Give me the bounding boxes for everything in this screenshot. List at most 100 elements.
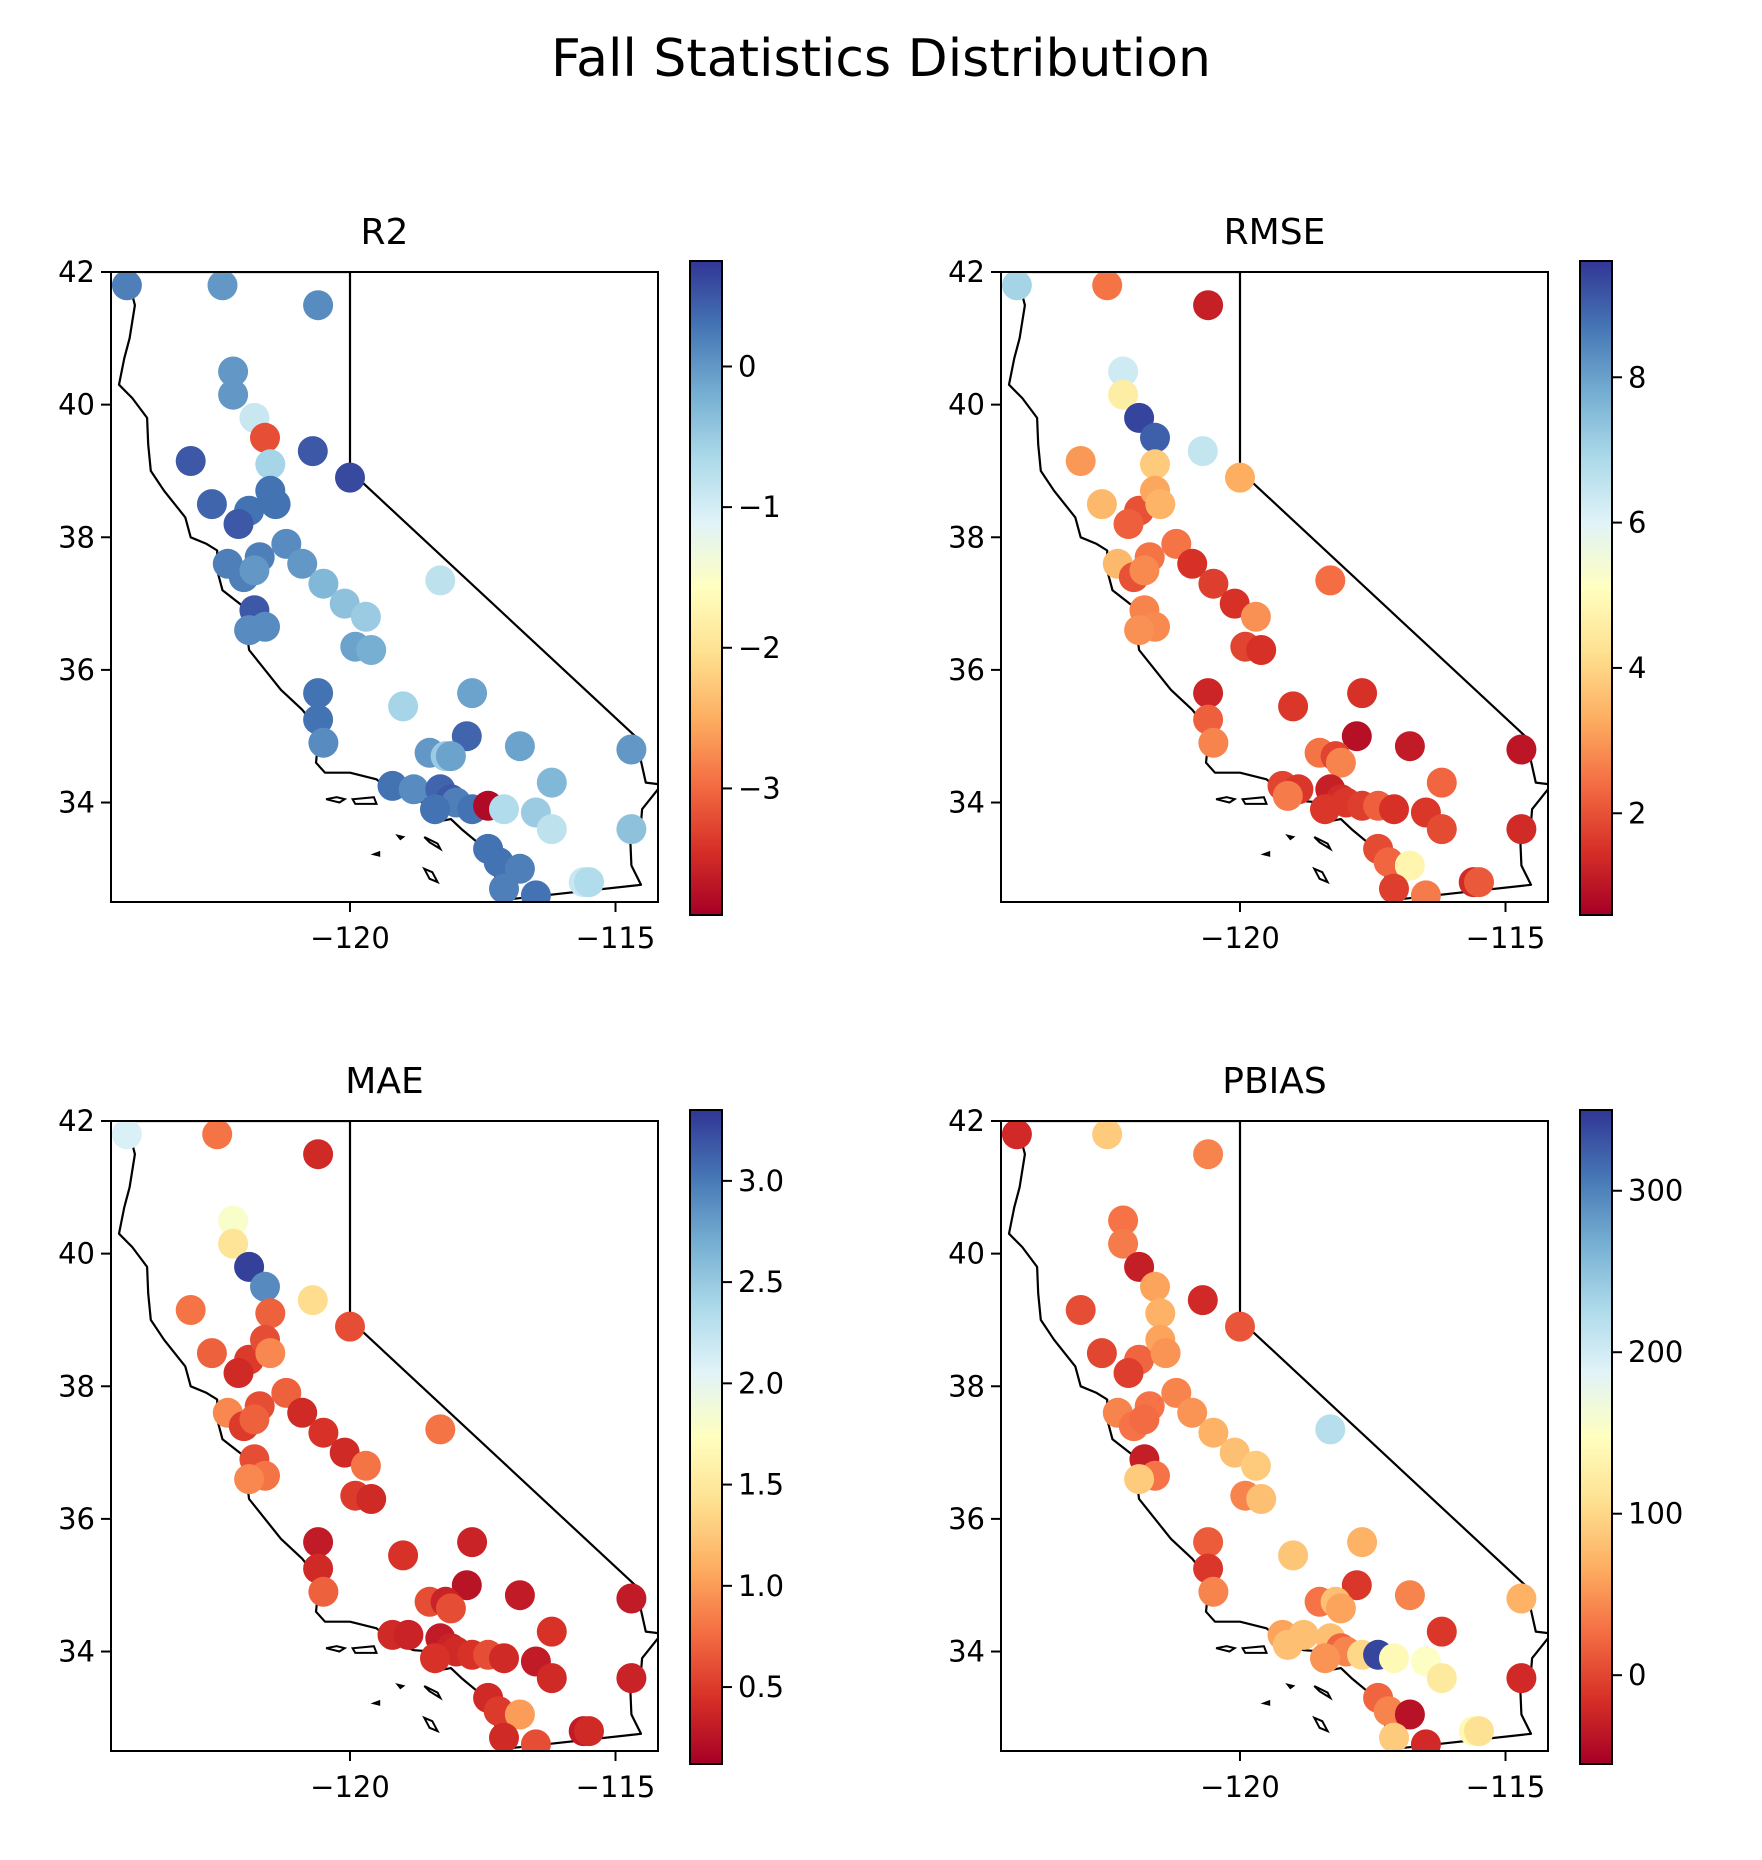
station-point bbox=[1225, 1311, 1255, 1342]
station-point bbox=[520, 1729, 551, 1751]
station-point bbox=[1193, 1527, 1224, 1558]
station-point bbox=[297, 436, 328, 467]
colorbar-tick-label: 300 bbox=[1628, 1174, 1683, 1208]
station-point bbox=[350, 601, 381, 632]
colorbar-tick-label: 2.0 bbox=[738, 1366, 784, 1400]
points bbox=[111, 272, 647, 902]
station-point bbox=[356, 1484, 387, 1514]
station-point bbox=[239, 1404, 270, 1435]
station-point bbox=[1325, 1593, 1356, 1624]
station-point bbox=[1506, 1583, 1537, 1614]
station-point bbox=[234, 615, 265, 646]
station-point bbox=[1310, 794, 1340, 825]
station-point bbox=[1325, 747, 1356, 778]
station-point bbox=[1065, 446, 1096, 476]
station-point bbox=[1347, 1527, 1378, 1558]
station-point bbox=[250, 1271, 280, 1302]
colorbar bbox=[1579, 260, 1613, 916]
station-point bbox=[297, 1285, 328, 1316]
y-tick-label: 38 bbox=[948, 520, 985, 554]
station-point bbox=[207, 272, 238, 301]
station-point bbox=[1086, 1338, 1117, 1369]
colorbar bbox=[1579, 1109, 1613, 1765]
station-point bbox=[1426, 1616, 1457, 1647]
station-point bbox=[388, 691, 419, 722]
colorbar-tick-label: 3.0 bbox=[738, 1164, 784, 1198]
colorbar-tick-label: 1.0 bbox=[738, 1569, 784, 1603]
station-point bbox=[1310, 1643, 1340, 1674]
station-point bbox=[223, 509, 254, 539]
colorbar-tick-label: 200 bbox=[1628, 1335, 1683, 1369]
station-point bbox=[175, 1295, 206, 1325]
station-point bbox=[1341, 721, 1372, 752]
axes-frame bbox=[1000, 1120, 1549, 1752]
station-point bbox=[202, 1121, 233, 1150]
station-point bbox=[489, 873, 519, 902]
station-point bbox=[335, 462, 365, 493]
station-point bbox=[260, 489, 291, 520]
station-point bbox=[287, 1397, 318, 1428]
panel-r2: R2 −120 −115 34 36 38 40 42 −3 −2 −1 0 bbox=[58, 212, 781, 955]
station-point bbox=[393, 1619, 424, 1650]
station-point bbox=[308, 1576, 339, 1607]
station-point bbox=[303, 1139, 334, 1170]
station-point bbox=[1092, 1121, 1123, 1150]
panel-title: PBIAS bbox=[1222, 1061, 1327, 1102]
station-point bbox=[1225, 462, 1255, 493]
station-point bbox=[1187, 1285, 1218, 1316]
colorbar-tick-label: 1.5 bbox=[738, 1468, 784, 1502]
colorbar-tick-label: 2 bbox=[1628, 796, 1646, 830]
station-point bbox=[1150, 1338, 1181, 1369]
station-point bbox=[1113, 509, 1144, 539]
station-point bbox=[1145, 1298, 1176, 1329]
station-point bbox=[1379, 794, 1409, 825]
station-point bbox=[1092, 272, 1123, 301]
y-tick-label: 38 bbox=[58, 1369, 95, 1403]
station-point bbox=[1193, 290, 1224, 321]
y-tick-label: 42 bbox=[948, 1104, 985, 1138]
colorbar-tick-label: 0 bbox=[738, 349, 756, 383]
panel-title: RMSE bbox=[1224, 212, 1326, 253]
y-tick-label: 34 bbox=[58, 1635, 95, 1669]
station-point bbox=[1506, 1663, 1537, 1694]
station-point bbox=[425, 565, 456, 596]
station-point bbox=[1124, 615, 1155, 646]
station-point bbox=[1315, 1414, 1346, 1445]
y-tick-label: 38 bbox=[58, 520, 95, 554]
station-point bbox=[1113, 1358, 1144, 1388]
station-point bbox=[308, 568, 339, 599]
station-point bbox=[489, 794, 519, 825]
y-tick-label: 40 bbox=[948, 1237, 985, 1271]
station-point bbox=[1410, 880, 1441, 902]
colorbar-tick-label: −1 bbox=[738, 490, 781, 524]
station-point bbox=[303, 1553, 334, 1584]
station-point bbox=[1246, 635, 1277, 665]
station-point bbox=[1177, 1397, 1208, 1428]
y-tick-label: 38 bbox=[948, 1369, 985, 1403]
station-point bbox=[536, 767, 567, 798]
station-point bbox=[1410, 1729, 1441, 1751]
station-point bbox=[1177, 548, 1208, 579]
station-point bbox=[1140, 449, 1170, 480]
station-point bbox=[255, 449, 286, 480]
station-point bbox=[616, 814, 647, 845]
station-point bbox=[1240, 601, 1271, 632]
station-point bbox=[1379, 873, 1409, 902]
station-point bbox=[1464, 867, 1494, 898]
station-point bbox=[1272, 780, 1303, 811]
station-point bbox=[1193, 1139, 1224, 1170]
station-point bbox=[1394, 1699, 1425, 1730]
station-point bbox=[1193, 1553, 1224, 1584]
station-point bbox=[1347, 678, 1378, 709]
station-point bbox=[239, 555, 270, 586]
panel-title: R2 bbox=[361, 212, 409, 253]
axes-frame bbox=[1000, 271, 1549, 903]
colorbar-tick-label: 2.5 bbox=[738, 1265, 784, 1299]
station-point bbox=[1315, 565, 1346, 596]
station-point bbox=[218, 379, 249, 410]
y-tick-label: 42 bbox=[58, 1104, 95, 1138]
station-point bbox=[504, 1580, 535, 1611]
colorbar-tick-label: 0 bbox=[1628, 1658, 1646, 1692]
station-point bbox=[1272, 1629, 1303, 1660]
